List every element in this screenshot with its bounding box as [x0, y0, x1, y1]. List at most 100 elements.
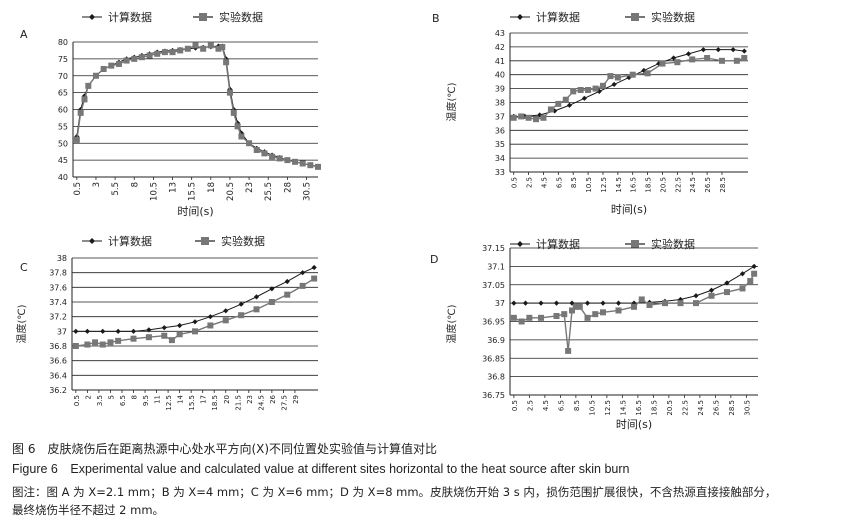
data-point-exp: [526, 314, 533, 321]
legend-exp-marker: [631, 13, 639, 21]
data-point-exp: [215, 45, 222, 52]
figure-note-line-2: 最终烧伤半径不超过 2 mm。: [12, 503, 165, 517]
data-point-exp: [99, 341, 106, 348]
legend-d: 计算数据 实验数据: [510, 237, 695, 251]
data-point-exp: [100, 66, 107, 72]
y-tick-label: 37.15: [482, 244, 505, 253]
data-point-exp: [169, 49, 176, 56]
x-tick-label: 12.5: [165, 395, 173, 411]
x-tick-label: 2: [84, 395, 92, 399]
x-tick-label: 12.5: [604, 400, 612, 416]
data-point-exp: [284, 157, 291, 164]
x-tick-label: 8: [131, 395, 139, 399]
data-point-exp: [85, 82, 92, 89]
x-tick-label: 4.5: [542, 400, 550, 411]
data-point-exp: [177, 47, 184, 54]
x-tick-label: 9.5: [142, 395, 150, 406]
figure-caption-english: Figure 6 Experimental value and calculat…: [12, 462, 630, 476]
x-tick-label: 28: [283, 182, 293, 193]
data-point-exp: [84, 341, 91, 348]
data-point-calc: [715, 47, 721, 53]
data-point-exp: [200, 45, 207, 52]
data-point-exp: [662, 300, 668, 307]
y-tick-label: 36: [495, 126, 505, 135]
data-point-exp: [693, 300, 699, 307]
x-tick-label: 24.5: [257, 395, 265, 411]
x-axis-title: 时间(s): [616, 418, 652, 431]
data-point-exp: [299, 282, 306, 289]
y-tick-label: 37.6: [49, 283, 67, 292]
data-point-calc: [84, 328, 90, 334]
x-tick-label: 3: [92, 182, 102, 187]
data-point-exp: [614, 74, 621, 81]
data-point-exp: [299, 160, 306, 167]
data-point-exp: [108, 62, 115, 69]
x-tick-label: 27.5: [280, 395, 288, 411]
data-point-exp: [307, 162, 314, 169]
x-tick-label: 23: [245, 182, 255, 193]
data-point-exp: [677, 300, 684, 307]
data-point-exp: [130, 335, 137, 342]
x-tick-label: 18.5: [650, 400, 658, 416]
data-point-exp: [246, 140, 253, 147]
data-point-calc: [741, 48, 747, 54]
legend-calc-marker: [89, 14, 95, 20]
y-tick-label: 36.8: [487, 373, 505, 382]
data-point-exp: [219, 44, 226, 51]
data-point-exp: [238, 133, 245, 140]
data-point-exp: [176, 331, 183, 338]
x-tick-label: 3.5: [96, 395, 104, 406]
data-point-exp: [631, 303, 637, 310]
data-point-calc: [235, 120, 241, 126]
y-tick-label: 41: [495, 57, 505, 66]
x-tick-label: 8.5: [573, 400, 581, 411]
data-point-calc: [511, 300, 517, 306]
legend-exp-label: 实验数据: [221, 234, 265, 248]
y-tick-label: 36.2: [49, 386, 67, 395]
figure-note-line-1: 图注：图 A 为 X=2.1 mm；B 为 X=4 mm；C 为 X=6 mm；…: [12, 485, 777, 499]
data-point-exp: [747, 278, 754, 285]
series-line-exp: [513, 273, 755, 351]
data-point-exp: [192, 328, 198, 335]
chart-a-svg: A 计算数据 实验数据 40 45 50 55 60 65 70 75 80 0.5 3 5.5 8 10.5 1…: [20, 10, 321, 218]
data-point-calc: [600, 300, 606, 306]
x-tick-label: 20: [223, 395, 231, 404]
chart-b-svg: B 计算数据 实验数据 33 34 35 36 37 38 39 40 41 42 43 0.5 2.5 4.5…: [432, 10, 748, 216]
data-point-calc: [708, 287, 715, 293]
x-tick-label: 2.5: [526, 400, 534, 411]
y-tick-label: 43: [495, 29, 505, 38]
legend-exp-label: 实验数据: [219, 10, 263, 24]
x-tick-label: 28.5: [719, 177, 727, 193]
data-point-exp: [704, 55, 711, 62]
data-point-calc: [100, 328, 106, 334]
y-tick-label: 37: [495, 112, 505, 121]
data-point-calc: [177, 322, 183, 329]
x-tick-label: 14: [177, 394, 185, 403]
x-tick-label: 10.5: [588, 400, 596, 416]
legend-calc-marker: [89, 238, 95, 244]
x-tick-label: 20.5: [666, 400, 674, 416]
x-tick-label: 0.5: [511, 177, 519, 188]
data-point-exp: [585, 86, 592, 93]
chart-panel-b: B 计算数据 实验数据 33 34 35 36 37 38 39 40 41 42 43 0.5 2.5 4.5…: [428, 0, 856, 225]
y-tick-label: 37: [57, 327, 67, 336]
x-tick-label: 28.5: [728, 400, 736, 416]
data-point-calc: [253, 294, 260, 300]
x-tick-label: 5.5: [111, 182, 121, 196]
data-point-calc: [130, 328, 137, 334]
y-tick-label: 38: [495, 99, 505, 108]
series-calc-c: [73, 264, 317, 334]
x-tick-label: 20.5: [659, 177, 667, 193]
data-point-calc: [115, 328, 121, 334]
data-point-exp: [234, 123, 241, 130]
data-point-exp: [629, 71, 636, 78]
y-tick-label: 39: [495, 85, 505, 94]
chart-d-svg: D 计算数据 实验数据 36.75 36.8 36.85 36.9 36.95 37 37.05 3…: [430, 237, 758, 431]
x-tick-label: 13: [169, 182, 179, 193]
legend-calc-marker: [517, 241, 523, 247]
data-point-exp: [577, 86, 584, 93]
legend-calc-label: 计算数据: [108, 10, 152, 24]
y-tick-label: 80: [58, 38, 68, 47]
x-tick-label: 20.5: [226, 182, 236, 201]
data-point-exp: [518, 113, 525, 120]
